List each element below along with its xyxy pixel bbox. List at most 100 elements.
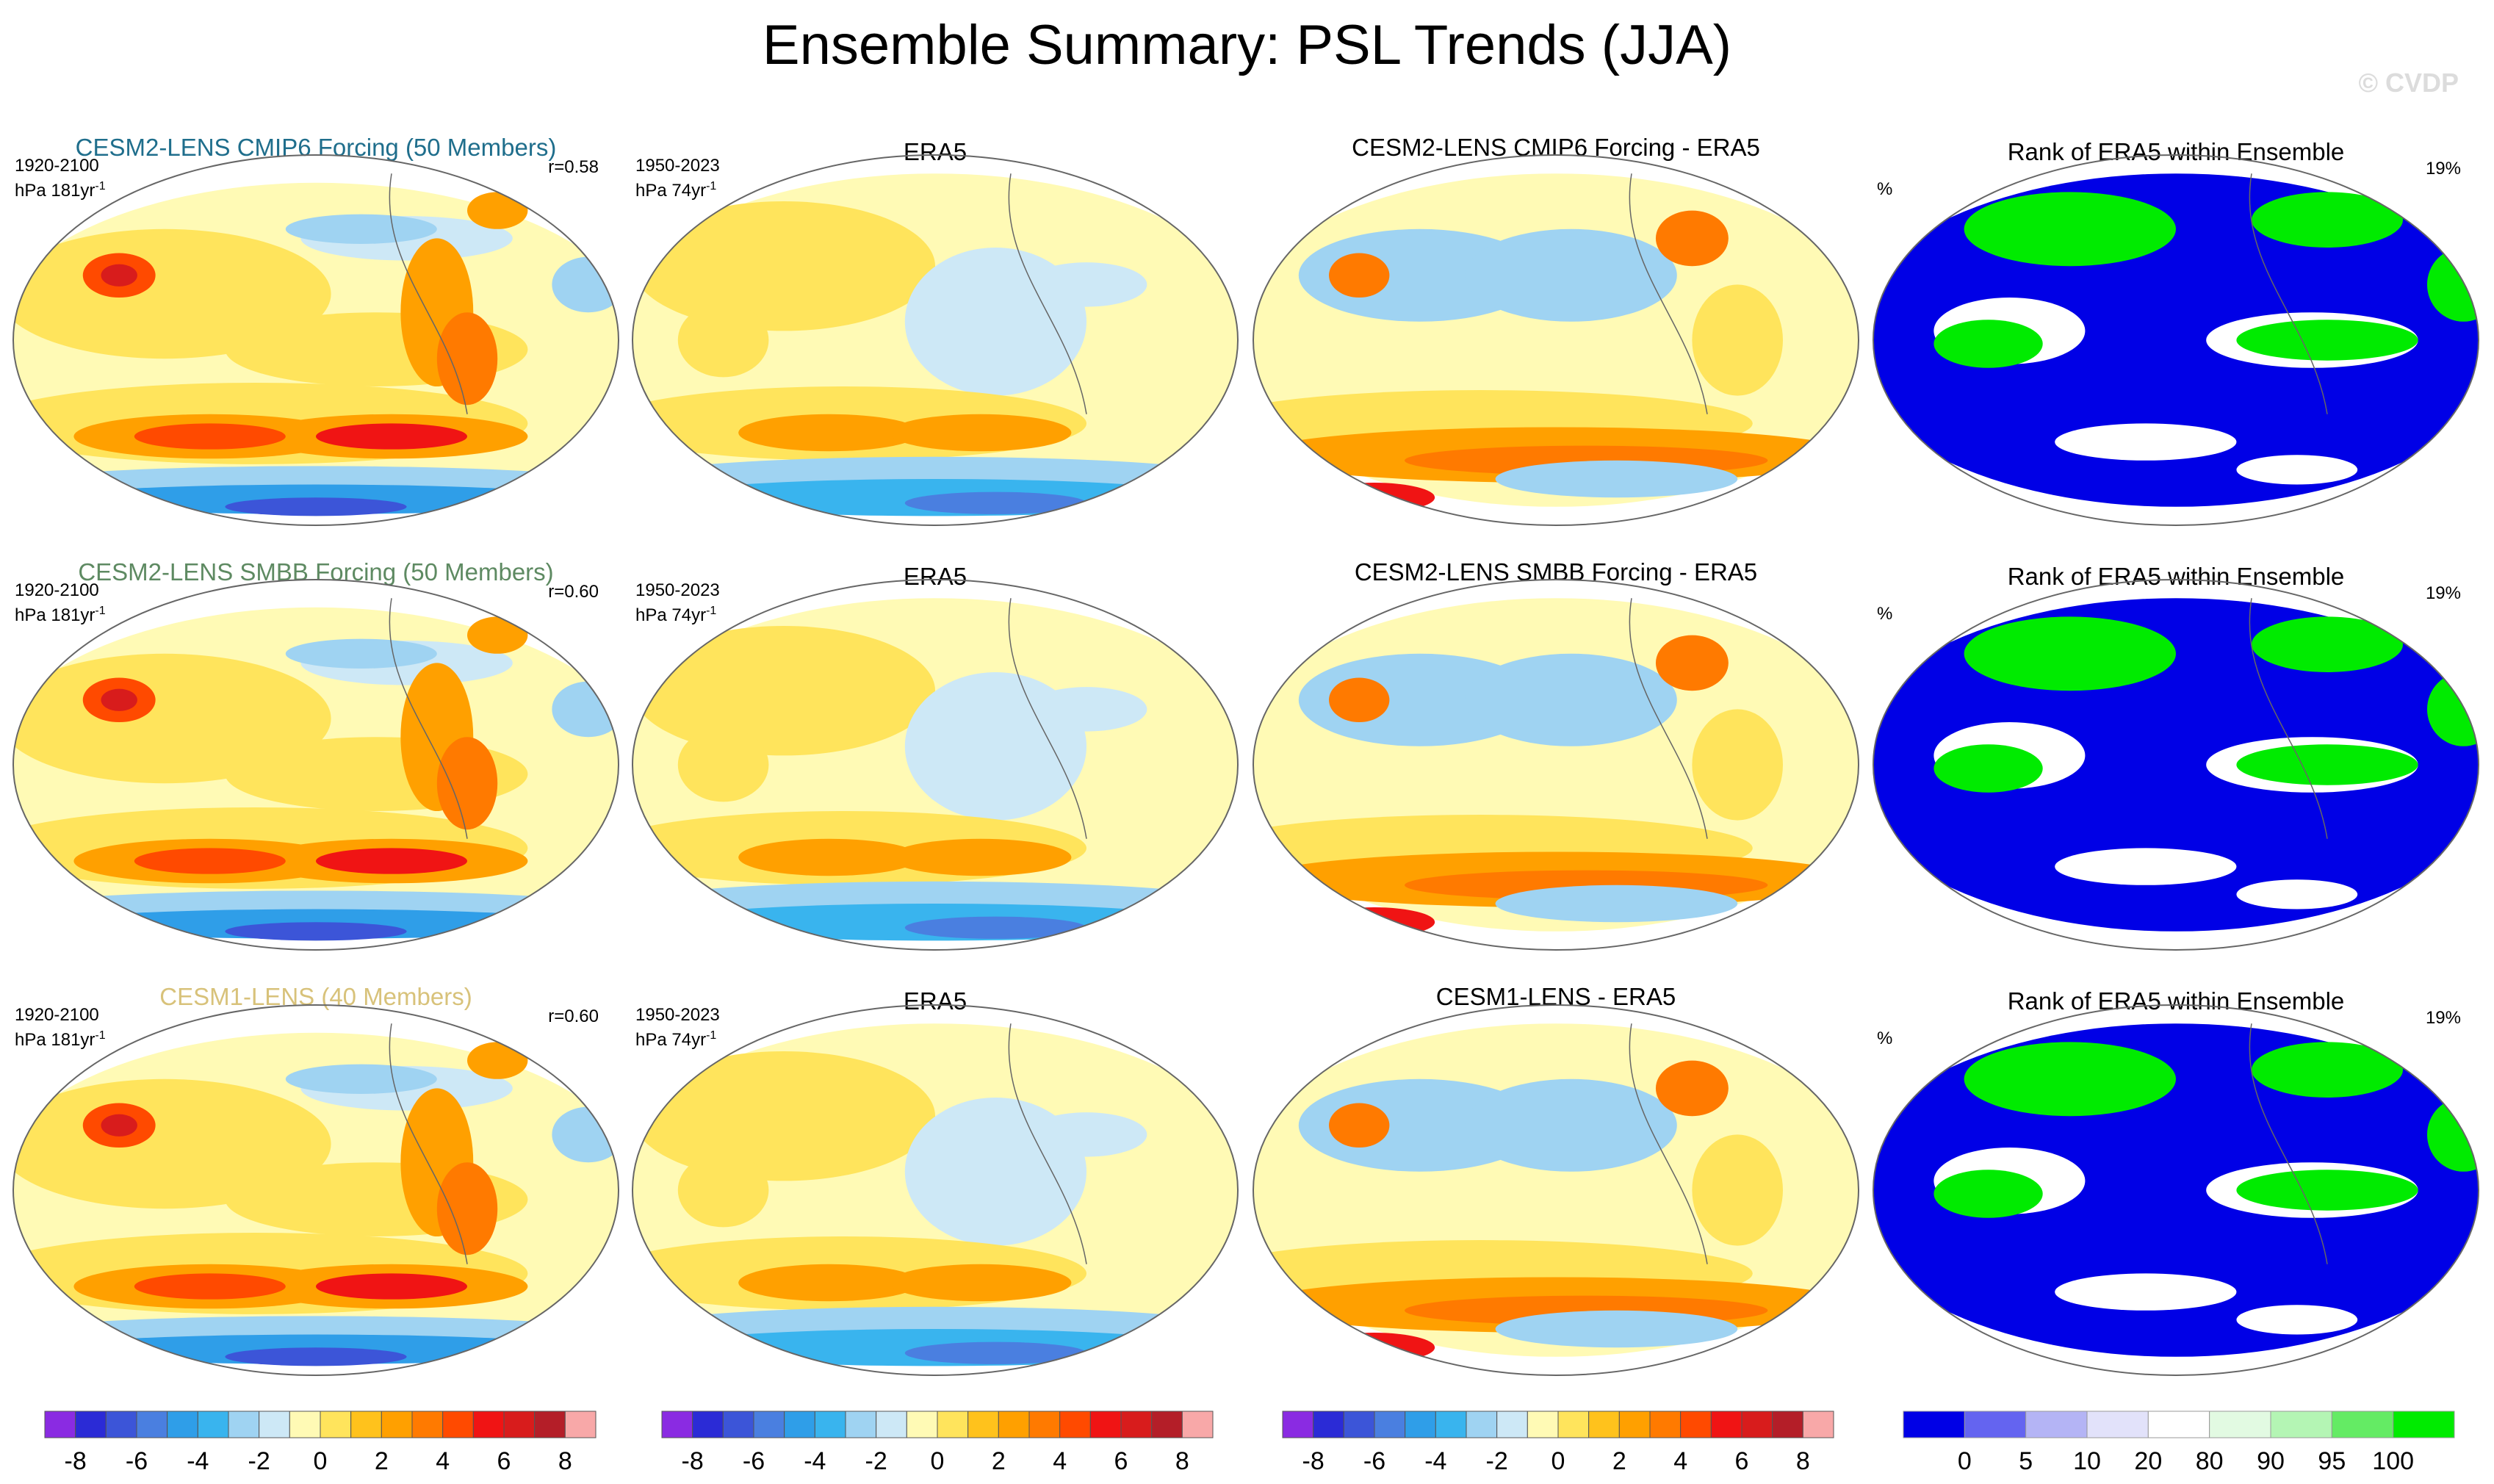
field-patch: [1329, 1103, 1390, 1148]
colorbar-tick-label: -2: [248, 1447, 270, 1475]
field-patch: [552, 681, 619, 738]
colorbar-swatch: [1710, 1411, 1742, 1438]
colorbar-swatch: [381, 1411, 413, 1438]
colorbar-tick-label: 4: [1673, 1447, 1688, 1475]
field-patch: [1465, 1078, 1677, 1172]
colorbar-tick-label: -2: [1485, 1447, 1508, 1475]
field-patch: [2426, 248, 2479, 322]
coastline: [1629, 1023, 1708, 1264]
colorbar-swatch: [845, 1411, 877, 1438]
colorbar-swatch: [906, 1411, 938, 1438]
rank-percent-value: 19%: [2425, 1008, 2461, 1028]
field-patch: [2236, 1170, 2418, 1211]
rank-panel-title: Rank of ERA5 within Ensemble: [2007, 138, 2345, 165]
field-patch: [1655, 210, 1729, 267]
ensemble-period: 1920-2100: [15, 580, 99, 600]
field-patch: [13, 228, 331, 359]
coastline: [389, 598, 468, 839]
ensemble-trend-map: [12, 154, 619, 526]
colorbar-swatch: [1374, 1411, 1406, 1438]
field-patch: [1692, 284, 1783, 396]
field-patch: [2236, 1305, 2358, 1335]
colorbar-tick-label: -4: [1424, 1447, 1447, 1475]
difference-map: [1253, 1004, 1859, 1376]
trend-colorbar-1: [44, 1411, 597, 1438]
colorbar-tick-label: -8: [681, 1447, 704, 1475]
colorbar-tick-label: -6: [125, 1447, 148, 1475]
map-outline: [1873, 579, 2479, 951]
colorbar-swatch: [1120, 1411, 1153, 1438]
colorbar-swatch: [2393, 1411, 2455, 1438]
colorbar-swatch: [784, 1411, 815, 1438]
colorbar-swatch: [1089, 1411, 1122, 1438]
field-patch: [2252, 192, 2403, 248]
field-patch: [2426, 672, 2479, 746]
colorbar-tick-label: -4: [804, 1447, 826, 1475]
field-patch: [1655, 635, 1729, 691]
colorbar-tick-label: -6: [1363, 1447, 1386, 1475]
colorbar-swatch: [534, 1411, 566, 1438]
figure-title: Ensemble Summary: PSL Trends (JJA): [762, 14, 1732, 76]
field-patch: [436, 737, 498, 830]
coastline: [389, 1023, 468, 1264]
coastline: [1008, 598, 1087, 839]
field-patch: [1933, 320, 2043, 368]
colorbar-tick-label: 6: [497, 1447, 511, 1475]
colorbar-swatch: [1618, 1411, 1651, 1438]
coastline: [1008, 173, 1087, 414]
field-patch: [2055, 423, 2237, 461]
colorbar-swatch: [1343, 1411, 1375, 1438]
ensemble-panel-title: CESM2-LENS SMBB Forcing (50 Members): [78, 558, 554, 586]
era5-period: 1950-2023: [635, 1005, 720, 1025]
units-exponent: -1: [95, 605, 106, 617]
colorbar-swatch: [2025, 1411, 2088, 1438]
colorbar-swatch: [259, 1411, 290, 1438]
field-patch: [1964, 192, 2176, 267]
colorbar-swatch: [503, 1411, 536, 1438]
field-patch: [101, 1114, 137, 1137]
field-patch: [1933, 744, 2043, 793]
field-patch: [1495, 1310, 1738, 1348]
colorbar-tick-label: 8: [558, 1447, 572, 1475]
field-patch: [1313, 1333, 1435, 1363]
colorbar-swatch: [2086, 1411, 2149, 1438]
colorbar-swatch: [442, 1411, 474, 1438]
coastline: [1629, 598, 1708, 839]
map-outline: [1253, 579, 1859, 951]
field-patch: [677, 727, 769, 802]
field-patch: [677, 303, 769, 378]
field-patch: [552, 1106, 619, 1163]
units-exponent: -1: [706, 605, 717, 617]
field-patch: [467, 192, 528, 229]
colorbar-swatch: [2270, 1411, 2332, 1438]
map-outline: [1873, 1004, 2479, 1376]
field-patch: [1933, 1170, 2043, 1218]
colorbar-swatch: [1151, 1411, 1183, 1438]
colorbar-swatch: [136, 1411, 168, 1438]
correlation-value: r=0.60: [548, 582, 599, 602]
colorbar-tick-label: 0: [1551, 1447, 1565, 1475]
colorbar-swatch: [2147, 1411, 2210, 1438]
field-patch: [904, 1341, 1086, 1364]
trend-colorbar-2: [661, 1411, 1214, 1438]
field-patch: [13, 1078, 331, 1209]
colorbar-swatch: [1282, 1411, 1314, 1438]
colorbar-swatch: [753, 1411, 785, 1438]
field-patch: [134, 1273, 286, 1300]
field-patch: [1964, 1042, 2176, 1117]
field-patch: [890, 1264, 1072, 1302]
colorbar-swatch: [411, 1411, 444, 1438]
colorbar-swatch: [197, 1411, 229, 1438]
difference-map: [1253, 579, 1859, 951]
colorbar-tick-label: 90: [2257, 1447, 2285, 1475]
colorbar-tick-label: 20: [2134, 1447, 2163, 1475]
colorbar-swatch: [472, 1411, 505, 1438]
field-patch: [225, 497, 407, 516]
colorbar-tick-label: -8: [1302, 1447, 1325, 1475]
colorbar-tick-label: 2: [374, 1447, 389, 1475]
era5-units: hPa 74yr-1: [635, 605, 717, 625]
field-patch: [2055, 848, 2237, 885]
field-patch: [2055, 1273, 2237, 1311]
colorbar-swatch: [967, 1411, 999, 1438]
field-patch: [632, 1051, 935, 1181]
